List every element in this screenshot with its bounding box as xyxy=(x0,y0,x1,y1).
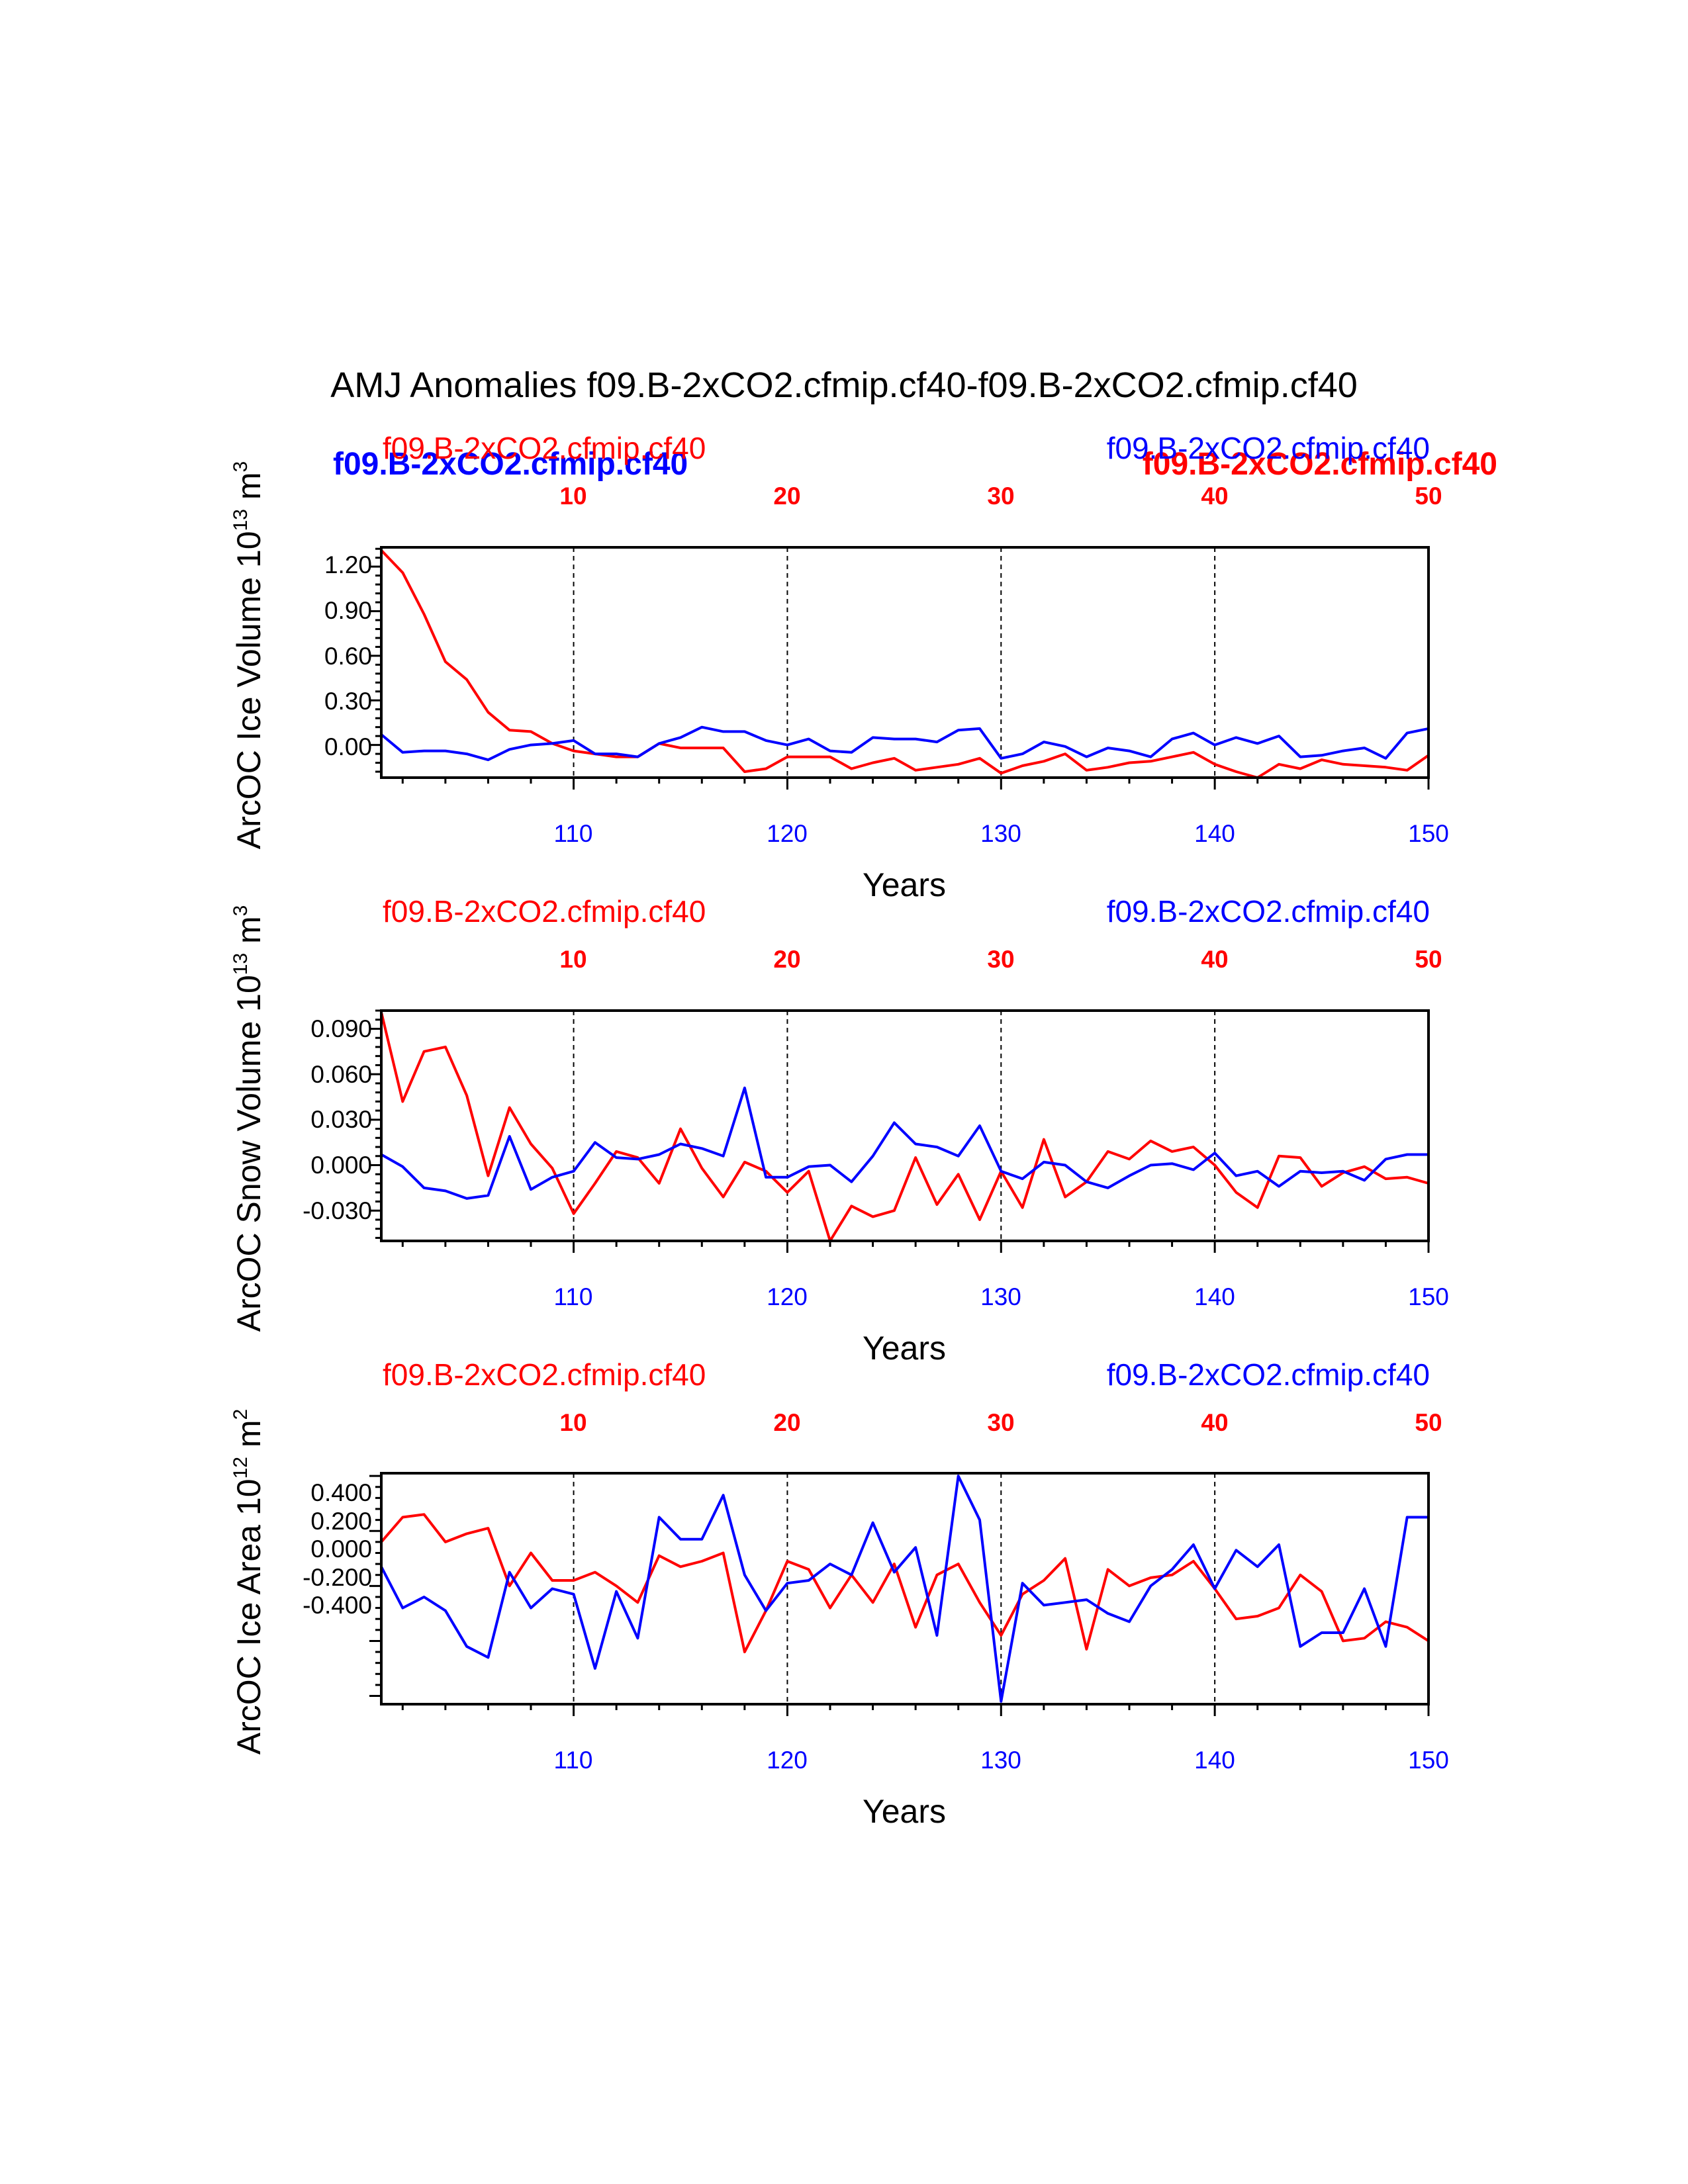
panel2-right-title: f09.B-2xCO2.cfmip.cf40 xyxy=(1107,894,1430,929)
panel3-y-label-unit-exp: 2 xyxy=(230,1409,252,1420)
panel2-y-tick-label: 0.090 xyxy=(310,1015,372,1042)
panel2-y-label-main: ArcOC Snow Volume 10 xyxy=(230,975,267,1332)
panel1-y-label-exp: 13 xyxy=(230,509,252,531)
panel3-top-tick-label: 50 xyxy=(1415,1409,1442,1436)
panel2-top-tick-label: 50 xyxy=(1415,946,1442,973)
panel3-top-tick-label: 30 xyxy=(987,1409,1014,1436)
panel3-y-tick-label: 0.200 xyxy=(310,1508,372,1535)
panel2-y-tick-label: 0.030 xyxy=(310,1106,372,1133)
panel-snow-volume: f09.B-2xCO2.cfmip.cf40 f09.B-2xCO2.cfmip… xyxy=(230,894,1449,1367)
panel2-y-label-unit-exp: 3 xyxy=(230,905,252,917)
panel3-bottom-tick-label: 140 xyxy=(1194,1747,1235,1774)
panel3-bottom-tick-label: 150 xyxy=(1408,1747,1449,1774)
panel1-left-title: f09.B-2xCO2.cfmip.cf40 xyxy=(383,431,706,465)
panel2-bottom-tick-label: 110 xyxy=(554,1283,593,1310)
panel2-top-tick-label: 30 xyxy=(987,946,1014,973)
panel1-y-tick-label: 0.00 xyxy=(324,733,372,760)
panel3-top-tick-label: 20 xyxy=(773,1409,800,1436)
page-title: AMJ Anomalies f09.B-2xCO2.cfmip.cf40-f09… xyxy=(330,365,1358,405)
plot-frame xyxy=(380,1009,1430,1242)
panel1-bottom-tick-label: 120 xyxy=(767,820,808,847)
panel1-y-label-unit-exp: 3 xyxy=(230,461,252,473)
series-line-red xyxy=(380,1513,1430,1654)
panel2-y-tick-label: 0.000 xyxy=(310,1152,372,1179)
panel1-top-tick-label: 50 xyxy=(1415,482,1442,510)
panel3-y-axis-label: ArcOC Ice Area 1012 m2 xyxy=(230,1409,267,1754)
plot-frame xyxy=(380,546,1430,779)
panel3-y-label-main: ArcOC Ice Area 10 xyxy=(230,1479,267,1754)
panel2-bottom-tick-label: 140 xyxy=(1194,1283,1235,1310)
series-line-blue xyxy=(380,1475,1429,1703)
panel1-y-tick-label: 0.30 xyxy=(324,688,372,715)
panel1-y-label-unit: m xyxy=(230,473,267,510)
panel3-right-title: f09.B-2xCO2.cfmip.cf40 xyxy=(1107,1357,1430,1392)
panel3-y-tick-label: 0.400 xyxy=(310,1479,372,1506)
panel3-bottom-tick-label: 120 xyxy=(767,1747,808,1774)
panel2-top-tick-label: 10 xyxy=(559,946,586,973)
panel2-bottom-tick-label: 150 xyxy=(1408,1283,1449,1310)
panel3-y-tick-label: -0.400 xyxy=(303,1592,372,1619)
panel1-bottom-tick-label: 140 xyxy=(1194,820,1235,847)
panel1-right-title: f09.B-2xCO2.cfmip.cf40 xyxy=(1107,431,1430,465)
panel1-y-tick-label: 1.20 xyxy=(324,551,372,578)
panel1-top-tick-label: 30 xyxy=(987,482,1014,510)
panel-ice-volume: f09.B-2xCO2.cfmip.cf40 f09.B-2xCO2.cfmip… xyxy=(230,431,1449,903)
panel1-top-tick-label: 10 xyxy=(559,482,586,510)
panel2-top-tick-label: 20 xyxy=(773,946,800,973)
panel2-y-tick-label: -0.030 xyxy=(303,1197,372,1224)
panel2-y-axis-label: ArcOC Snow Volume 1013 m3 xyxy=(230,905,267,1332)
panel1-bottom-tick-label: 130 xyxy=(980,820,1021,847)
panel2-top-tick-label: 40 xyxy=(1201,946,1228,973)
panel1-y-tick-label: 0.60 xyxy=(324,643,372,670)
panel1-y-label-main: ArcOC Ice Volume 10 xyxy=(230,531,267,849)
panel2-y-label-unit: m xyxy=(230,916,267,953)
panel2-y-tick-label: 0.060 xyxy=(310,1061,372,1088)
panel2-x-axis-label: Years xyxy=(863,1330,946,1367)
panel3-top-tick-label: 10 xyxy=(559,1409,586,1436)
panel3-x-axis-label: Years xyxy=(863,1793,946,1830)
panel3-left-title: f09.B-2xCO2.cfmip.cf40 xyxy=(383,1357,706,1392)
panel3-bottom-tick-label: 130 xyxy=(980,1747,1021,1774)
panel3-y-label-exp: 12 xyxy=(230,1457,252,1479)
panel3-y-tick-label: 0.000 xyxy=(310,1535,372,1563)
panel3-y-label-unit: m xyxy=(230,1420,267,1457)
panel1-y-axis-label: ArcOC Ice Volume 1013 m3 xyxy=(230,461,267,849)
panel2-bottom-tick-label: 130 xyxy=(980,1283,1021,1310)
panel1-bottom-tick-label: 150 xyxy=(1408,820,1449,847)
overlay-label-right: f09.B-2xCO2.cfmip.cf40 xyxy=(1143,447,1497,482)
panel2-left-title: f09.B-2xCO2.cfmip.cf40 xyxy=(383,894,706,929)
panel3-top-tick-label: 40 xyxy=(1201,1409,1228,1436)
panel1-y-tick-label: 0.90 xyxy=(324,597,372,624)
panel1-bottom-tick-label: 110 xyxy=(554,820,593,847)
panel2-y-label-exp: 13 xyxy=(230,953,252,975)
panel1-x-axis-label: Years xyxy=(863,866,946,903)
panel-ice-area: f09.B-2xCO2.cfmip.cf40 f09.B-2xCO2.cfmip… xyxy=(230,1357,1449,1830)
panel1-top-tick-label: 20 xyxy=(773,482,800,510)
panel3-y-tick-label: -0.200 xyxy=(303,1564,372,1591)
series-line-blue xyxy=(381,1086,1429,1200)
plot-frame xyxy=(380,1472,1430,1706)
panel1-top-tick-label: 40 xyxy=(1201,482,1228,510)
panel2-bottom-tick-label: 120 xyxy=(767,1283,808,1310)
overlay-label-left: f09.B-2xCO2.cfmip.cf40 xyxy=(333,447,688,482)
series-line-blue xyxy=(380,725,1429,762)
panel3-bottom-tick-label: 110 xyxy=(554,1747,593,1774)
